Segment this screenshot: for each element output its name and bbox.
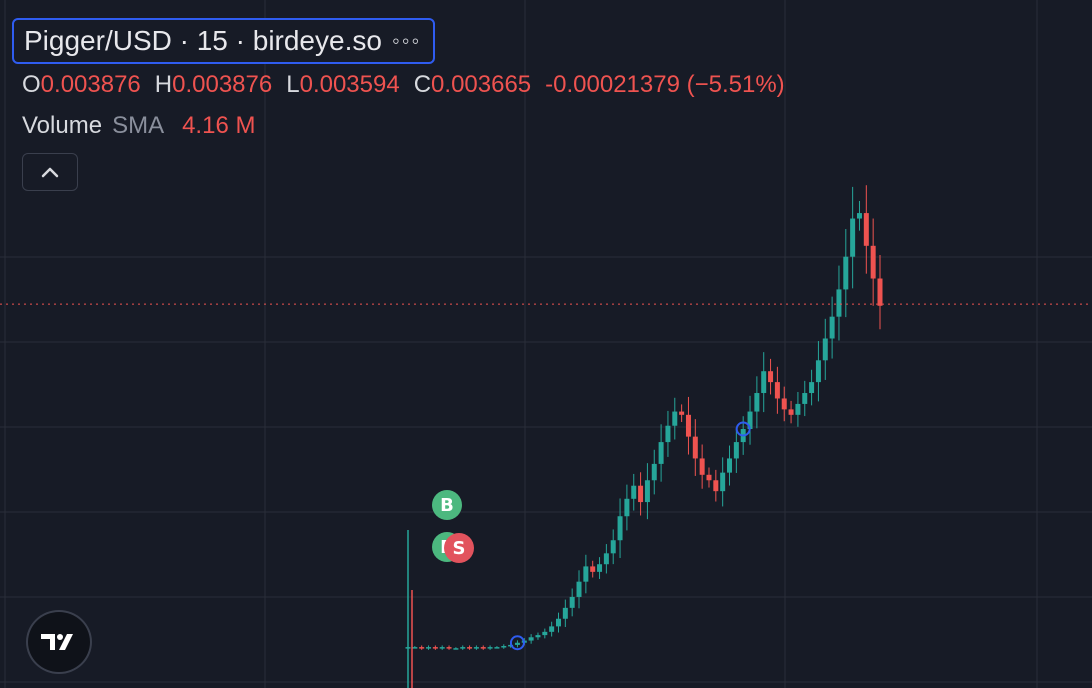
high-label: H	[154, 71, 173, 98]
candle-body	[597, 564, 603, 572]
candle-body	[685, 414, 691, 437]
candle-body	[569, 596, 575, 608]
ohlc-legend: O 0.003876 H 0.003876 L 0.003594 C 0.003…	[22, 70, 785, 100]
candle-body	[870, 245, 876, 279]
candle-body	[542, 631, 548, 636]
more-options-icon[interactable]: ◦◦◦	[391, 28, 422, 53]
candle-body	[733, 442, 739, 459]
candle-body	[638, 485, 644, 503]
candle-body	[487, 647, 493, 649]
candle-body	[781, 398, 787, 410]
candle-body	[590, 566, 596, 572]
candle-body	[549, 626, 555, 632]
candle-body	[665, 425, 671, 443]
candle-body	[829, 316, 835, 339]
close-label: C	[413, 71, 432, 98]
candle-body	[562, 607, 568, 619]
candle-body	[679, 411, 685, 415]
candle-body	[699, 458, 705, 475]
candle-body	[795, 403, 801, 415]
candle-body	[514, 642, 520, 645]
event-circle-marker	[509, 635, 525, 651]
close-value-group: C 0.003665	[414, 71, 531, 99]
candle-body	[610, 540, 616, 554]
candle-body	[720, 472, 726, 492]
sell-marker[interactable]: S	[444, 533, 474, 563]
low-value-group: L 0.003594	[286, 71, 399, 99]
symbol-title-text: Pigger/USD · 15 · birdeye.so	[24, 25, 382, 56]
candle-body	[419, 647, 425, 649]
candle-body	[774, 382, 780, 399]
candle-body	[815, 360, 821, 383]
candles	[405, 185, 883, 688]
candle-body	[727, 458, 733, 473]
candle-body	[501, 646, 507, 648]
candle-body	[754, 393, 760, 412]
high-value: 0.003876	[172, 71, 273, 98]
candle-body	[692, 436, 698, 459]
candle-body	[863, 213, 869, 246]
candle-body	[747, 411, 753, 430]
candle-body	[672, 411, 678, 426]
buy-marker[interactable]: B	[432, 490, 462, 520]
open-label: O	[22, 71, 41, 98]
candle-body	[761, 371, 767, 394]
volume-value: 4.16 M	[182, 112, 256, 139]
candle-body	[802, 393, 808, 404]
candle-body	[850, 218, 856, 257]
high-value-group: H 0.003876	[155, 71, 272, 99]
candle-body	[439, 647, 445, 649]
candle-body	[836, 289, 842, 317]
chart-overlays	[0, 303, 1092, 651]
close-value: 0.003665	[431, 71, 532, 98]
symbol-title[interactable]: Pigger/USD · 15 · birdeye.so ◦◦◦	[12, 18, 436, 64]
candle-body	[644, 480, 650, 503]
candle-body	[460, 647, 466, 649]
candle-body	[446, 647, 452, 649]
collapse-legend-button[interactable]	[22, 153, 78, 191]
candle-body	[453, 648, 459, 650]
candle-body	[473, 647, 479, 649]
candle-body	[809, 382, 815, 394]
candle-body	[480, 647, 486, 649]
candle-body	[535, 635, 541, 638]
candle-body	[432, 647, 438, 649]
change-value: -0.00021379 (−5.51%)	[545, 71, 785, 98]
open-value-group: O 0.003876	[22, 71, 141, 99]
candle-body	[576, 581, 582, 597]
volume-label: Volume	[22, 112, 103, 139]
candle-body	[555, 618, 561, 627]
event-circle-marker	[735, 421, 751, 437]
volume-legend[interactable]: Volume SMA 4.16 M	[22, 111, 255, 141]
candle-body	[651, 463, 657, 481]
candle-body	[583, 566, 589, 582]
candle-body	[706, 474, 712, 481]
candle-body	[631, 485, 637, 499]
candle-body	[856, 213, 862, 219]
open-value: 0.003876	[40, 71, 141, 98]
candle-body	[617, 516, 623, 541]
candle-body	[494, 647, 500, 649]
volume-indicator-label: SMA	[112, 112, 165, 139]
candle-body	[713, 480, 719, 492]
candle-body	[788, 409, 794, 415]
candle-body	[877, 278, 883, 306]
candle-body	[426, 647, 432, 649]
candle-body	[843, 256, 849, 290]
tradingview-logo-icon[interactable]	[26, 610, 92, 674]
candle-body	[624, 498, 630, 517]
low-value: 0.003594	[299, 71, 400, 98]
candle-body	[822, 338, 828, 361]
candle-body	[658, 442, 664, 464]
candle-body	[467, 647, 473, 649]
candle-body	[603, 553, 609, 565]
candle-body	[528, 637, 534, 641]
chevron-up-icon	[41, 167, 59, 178]
candle-body	[768, 371, 774, 383]
candle-body	[412, 647, 418, 649]
low-label: L	[286, 71, 300, 98]
